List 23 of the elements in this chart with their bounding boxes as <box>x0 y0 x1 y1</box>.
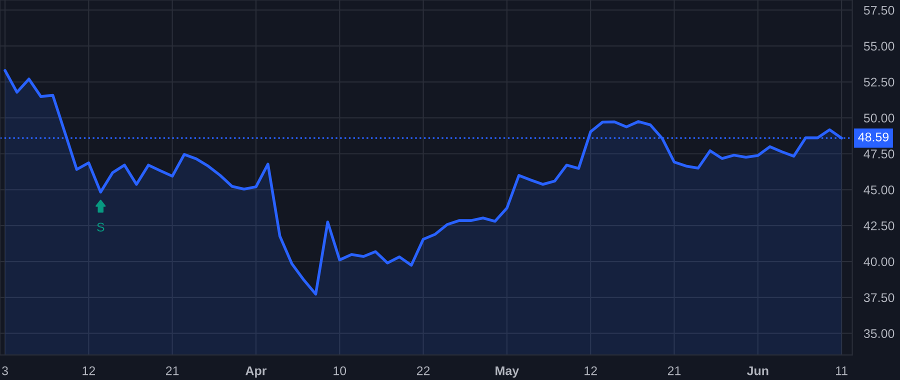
x-tick-label: 12 <box>82 366 95 376</box>
annotation: S <box>97 222 104 232</box>
y-tick-label: 35.00 <box>864 329 894 338</box>
y-tick-label: 40.00 <box>864 257 894 266</box>
y-tick-label: 37.50 <box>864 293 894 302</box>
y-tick-label: 45.00 <box>864 185 894 194</box>
y-tick-label: 57.50 <box>864 6 894 15</box>
x-tick-label: 10 <box>334 366 346 376</box>
x-tick-label: 21 <box>668 366 681 376</box>
ref-line-label: 48.59 <box>858 132 889 142</box>
x-tick-label: Jun <box>746 366 768 376</box>
y-tick-label: 52.50 <box>864 78 894 87</box>
y-tick-label: 47.50 <box>864 150 894 158</box>
x-tick-label: 22 <box>416 366 430 376</box>
x-tick-label: 12 <box>584 366 597 376</box>
y-tick-label: 42.50 <box>864 221 894 230</box>
x-tick-label: 11 <box>836 366 848 376</box>
x-tick-label: 3 <box>2 366 8 376</box>
x-tick-label: May <box>496 366 520 378</box>
x-tick-label: Apr <box>246 366 267 378</box>
y-tick-label: 50.00 <box>864 114 894 122</box>
x-tick-label: 21 <box>166 366 179 376</box>
y-tick-label: 55.00 <box>864 42 894 51</box>
